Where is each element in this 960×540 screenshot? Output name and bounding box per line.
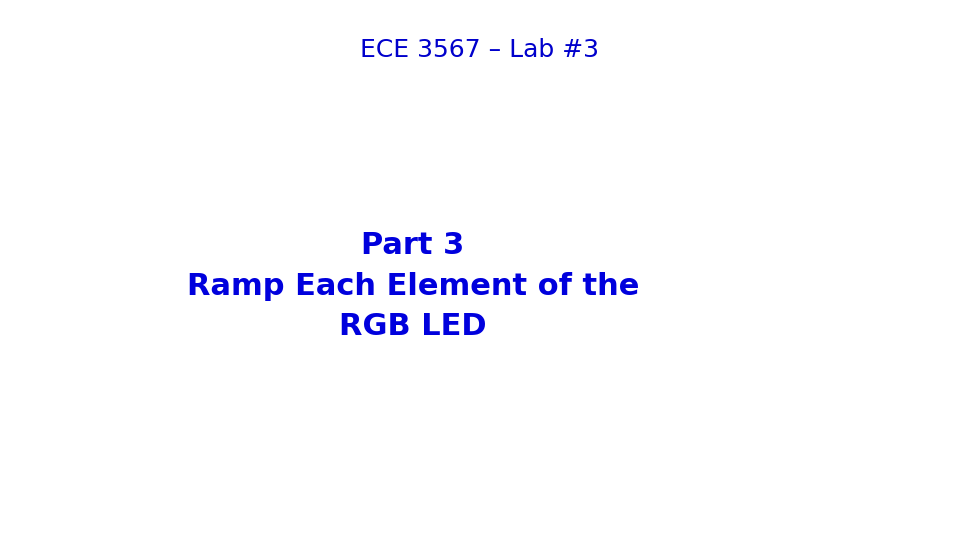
Text: ECE 3567 – Lab #3: ECE 3567 – Lab #3 — [361, 38, 599, 62]
Text: Part 3
Ramp Each Element of the
RGB LED: Part 3 Ramp Each Element of the RGB LED — [186, 231, 639, 341]
